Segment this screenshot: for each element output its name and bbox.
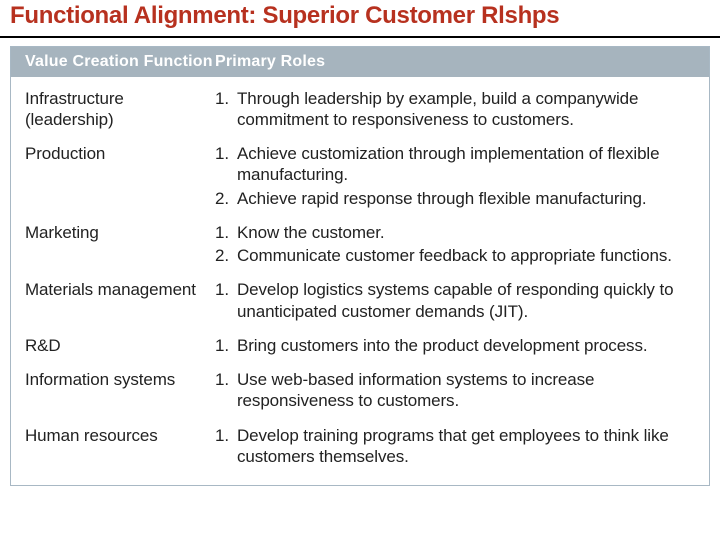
roles-cell: 1.Bring customers into the product devel… — [215, 335, 699, 358]
role-item: 1.Develop logistics systems capable of r… — [215, 279, 699, 322]
table-header: Value Creation Function Primary Roles — [11, 47, 709, 77]
role-number: 1. — [215, 425, 237, 468]
functions-table: Value Creation Function Primary Roles In… — [10, 46, 710, 487]
table-row: Infrastructure (leadership)1.Through lea… — [25, 83, 699, 139]
roles-cell: 1.Use web-based information systems to i… — [215, 369, 699, 414]
role-text: Achieve customization through implementa… — [237, 143, 699, 186]
role-item: 2.Achieve rapid response through flexibl… — [215, 188, 699, 209]
role-item: 1.Bring customers into the product devel… — [215, 335, 699, 356]
table-row: Materials management1.Develop logistics … — [25, 274, 699, 330]
roles-cell: 1.Achieve customization through implemen… — [215, 143, 699, 211]
slide-title: Functional Alignment: Superior Customer … — [0, 0, 720, 38]
role-number: 1. — [215, 88, 237, 131]
roles-cell: 1.Develop logistics systems capable of r… — [215, 279, 699, 324]
function-cell: R&D — [25, 335, 215, 356]
role-text: Communicate customer feedback to appropr… — [237, 245, 699, 266]
table-body: Infrastructure (leadership)1.Through lea… — [11, 77, 709, 486]
roles-cell: 1.Develop training programs that get emp… — [215, 425, 699, 470]
function-cell: Marketing — [25, 222, 215, 243]
function-cell: Information systems — [25, 369, 215, 390]
table-row: R&D1.Bring customers into the product de… — [25, 330, 699, 364]
column-header-roles: Primary Roles — [215, 53, 699, 71]
function-cell: Materials management — [25, 279, 215, 300]
role-text: Bring customers into the product develop… — [237, 335, 699, 356]
table-row: Marketing1.Know the customer.2.Communica… — [25, 217, 699, 275]
role-text: Through leadership by example, build a c… — [237, 88, 699, 131]
role-item: 1.Know the customer. — [215, 222, 699, 243]
role-item: 1.Use web-based information systems to i… — [215, 369, 699, 412]
role-number: 1. — [215, 369, 237, 412]
table-row: Production1.Achieve customization throug… — [25, 138, 699, 217]
function-cell: Production — [25, 143, 215, 164]
role-number: 1. — [215, 279, 237, 322]
role-number: 1. — [215, 143, 237, 186]
function-cell: Infrastructure (leadership) — [25, 88, 215, 131]
roles-cell: 1.Know the customer.2.Communicate custom… — [215, 222, 699, 269]
role-text: Know the customer. — [237, 222, 699, 243]
role-number: 2. — [215, 188, 237, 209]
column-header-function: Value Creation Function — [25, 53, 215, 71]
role-text: Achieve rapid response through flexible … — [237, 188, 699, 209]
role-item: 1.Develop training programs that get emp… — [215, 425, 699, 468]
role-text: Develop training programs that get emplo… — [237, 425, 699, 468]
role-item: 2.Communicate customer feedback to appro… — [215, 245, 699, 266]
table-row: Information systems1.Use web-based infor… — [25, 364, 699, 420]
role-number: 1. — [215, 335, 237, 356]
role-text: Develop logistics systems capable of res… — [237, 279, 699, 322]
slide: Functional Alignment: Superior Customer … — [0, 0, 720, 540]
role-item: 1.Through leadership by example, build a… — [215, 88, 699, 131]
role-text: Use web-based information systems to inc… — [237, 369, 699, 412]
function-cell: Human resources — [25, 425, 215, 446]
role-number: 1. — [215, 222, 237, 243]
table-row: Human resources1.Develop training progra… — [25, 420, 699, 476]
role-number: 2. — [215, 245, 237, 266]
role-item: 1.Achieve customization through implemen… — [215, 143, 699, 186]
roles-cell: 1.Through leadership by example, build a… — [215, 88, 699, 133]
